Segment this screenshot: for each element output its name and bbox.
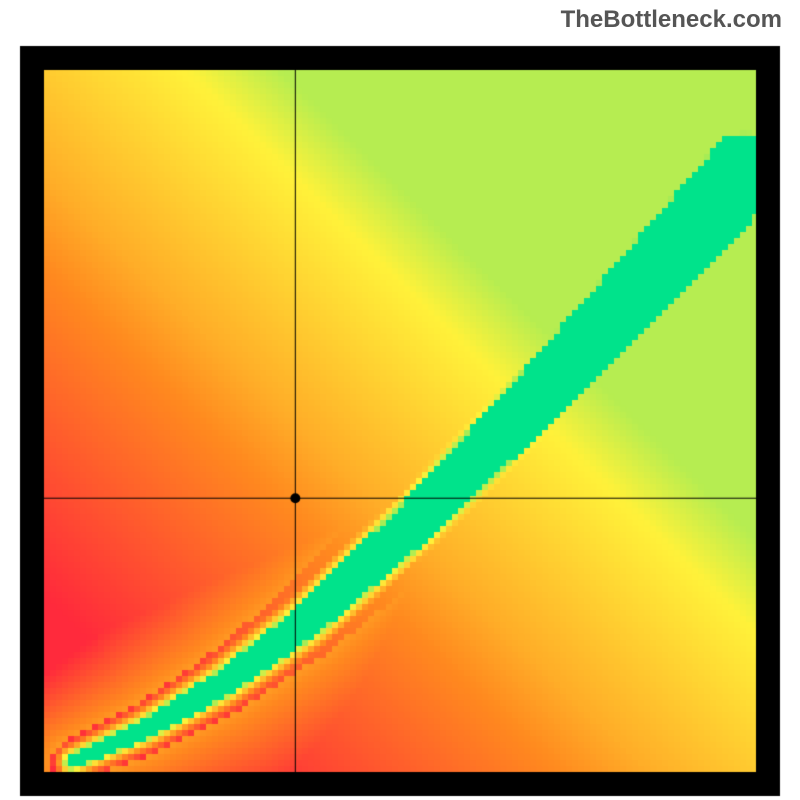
bottleneck-heatmap [0,0,800,800]
chart-container: TheBottleneck.com [0,0,800,800]
